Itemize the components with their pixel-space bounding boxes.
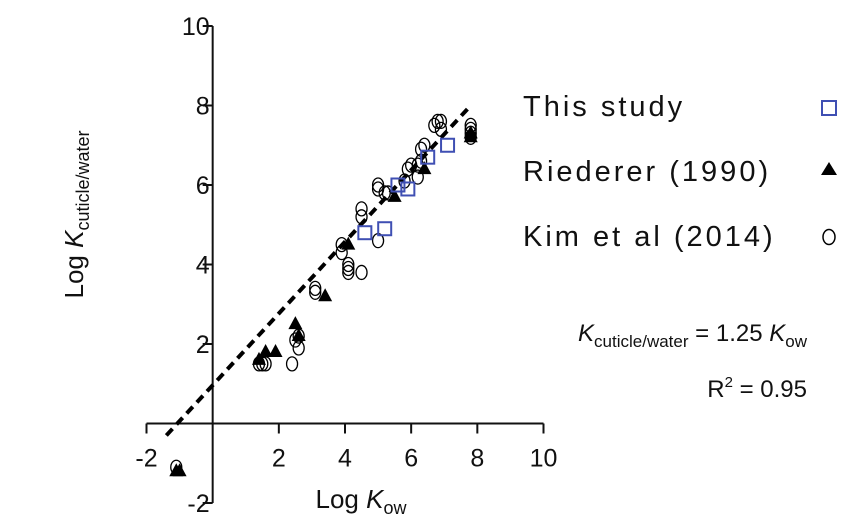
legend-marker-triangle-icon [821,162,837,175]
y-tick-label: 4 [196,252,210,280]
data-point-this-study [400,181,416,197]
x-tick-label: 6 [404,445,418,473]
data-point-this-study [377,221,393,237]
legend-marker-circle-icon [822,228,836,246]
data-point-riederer-1990 [387,188,402,202]
x-tick-label: 4 [338,445,352,473]
data-point-kim-2014 [371,177,385,193]
legend-label-this-study: This study [523,91,685,123]
data-point-kim-2014 [285,356,299,372]
data-point-riederer-1990 [318,288,333,302]
data-point-this-study [440,137,456,153]
legend-label-riederer: Riederer (1990) [523,156,771,188]
y-tick-label: -2 [187,490,209,515]
y-axis-title: Log Kcuticle/water [59,131,93,299]
x-tick-label: 8 [470,445,484,473]
data-point-kim-2014 [355,209,368,225]
y-tick-label: 8 [196,93,210,121]
data-points [169,113,478,477]
data-point-this-study [420,149,436,165]
y-tick-label: 6 [196,172,210,200]
data-point-kim-2014 [342,264,355,281]
axis-ticks: -2 2 4 6 8 10 -2 2 4 6 8 10 [135,13,557,515]
x-tick-label: 2 [272,445,286,473]
data-point-riederer-1990 [268,343,283,357]
x-tick-label: 10 [530,445,558,473]
data-point-kim-2014 [342,256,355,273]
data-point-kim-2014 [418,137,431,153]
data-point-kim-2014 [428,117,441,134]
data-point-kim-2014 [434,121,448,138]
data-point-kim-2014 [342,260,355,277]
data-point-riederer-1990 [172,463,187,477]
data-point-riederer-1990 [251,351,266,365]
data-point-riederer-1990 [258,343,273,357]
data-point-riederer-1990 [341,236,356,250]
data-point-kim-2014 [355,201,368,217]
data-point-kim-2014 [434,113,448,130]
data-point-kim-2014 [355,264,368,281]
data-point-kim-2014 [309,280,322,297]
data-point-riederer-1990 [288,316,303,330]
data-point-riederer-1990 [417,161,432,175]
data-point-this-study [390,177,406,193]
data-point-kim-2014 [431,113,444,130]
data-point-riederer-1990 [463,125,478,139]
x-axis-title: Log Kow [316,484,408,515]
data-point-kim-2014 [335,244,348,261]
legend-marker-square-icon [821,100,837,116]
legend: This study Riederer (1990) Kim et al (20… [523,91,837,253]
x-tick-label: -2 [135,445,157,473]
data-point-kim-2014 [378,185,391,201]
data-point-this-study [357,225,373,241]
fit-equation: Kcuticle/water = 1.25 Kow [578,320,808,351]
legend-label-kim: Kim et al (2014) [523,221,776,253]
data-point-riederer-1990 [291,328,306,342]
y-tick-label: 10 [182,13,210,41]
data-point-kim-2014 [411,169,424,185]
y-tick-label: 2 [196,331,210,359]
data-point-kim-2014 [309,284,322,300]
r-squared-label: R2 = 0.95 [707,374,807,403]
